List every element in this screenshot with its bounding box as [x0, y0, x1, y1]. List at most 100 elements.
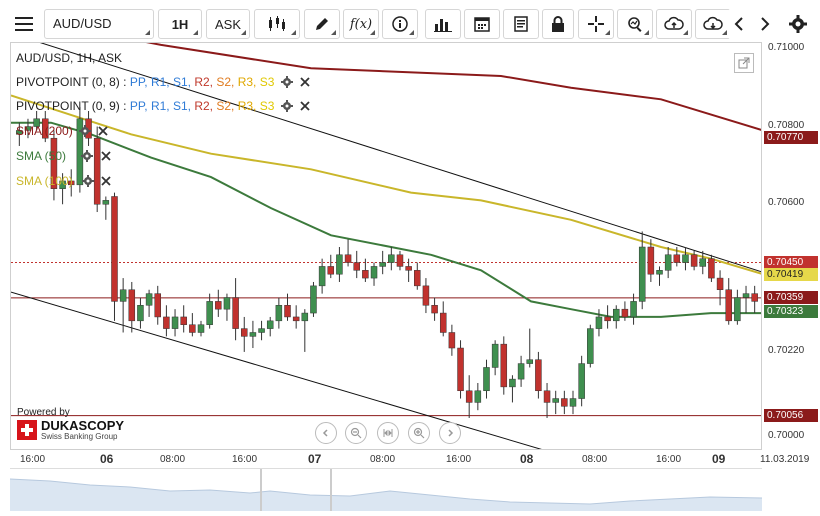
candle-body	[266, 320, 274, 329]
candle-body	[301, 312, 309, 322]
note-icon[interactable]	[503, 9, 539, 39]
price-axis[interactable]: 0.710000.708000.706000.704200.702200.700…	[762, 42, 820, 450]
expand-icon[interactable]	[734, 53, 754, 73]
candle-body	[734, 297, 741, 322]
candle-body	[67, 180, 75, 186]
time-tick-label: 08	[520, 452, 534, 466]
trend-line-1	[11, 291, 542, 449]
upload-cloud-icon[interactable]	[656, 9, 692, 39]
nav-prev-icon[interactable]	[315, 422, 337, 444]
zoom-out-icon[interactable]	[345, 422, 367, 444]
candle-body	[93, 137, 101, 205]
candle-body	[535, 359, 542, 392]
swiss-cross-icon	[17, 420, 37, 440]
brand-name: DUKASCOPY	[41, 418, 125, 433]
candle-body	[119, 289, 127, 302]
chevron-left-icon[interactable]	[728, 9, 750, 39]
candle-body	[491, 343, 499, 368]
sma-200-line	[145, 43, 761, 131]
calendar-icon[interactable]	[464, 9, 500, 39]
gear-icon[interactable]	[280, 76, 293, 88]
candle-body	[284, 305, 291, 318]
gear-icon[interactable]	[786, 9, 810, 39]
candle-body	[362, 270, 369, 279]
pivot-level-r2: R2,	[194, 75, 217, 89]
candle-body	[673, 254, 681, 263]
zoom-in-icon[interactable]	[408, 422, 430, 444]
pivot-level-pp: PP,	[129, 75, 151, 89]
download-cloud-icon[interactable]	[695, 9, 731, 39]
legend-title: AUD/USD, 1H, ASK	[16, 51, 123, 65]
symbol-input[interactable]: AUD/USD	[44, 9, 154, 39]
candle-body	[50, 137, 58, 189]
candle-body	[232, 297, 239, 329]
price-tag: 0.70770	[764, 131, 818, 145]
gear-icon[interactable]	[81, 150, 94, 162]
time-tick-label: 16:00	[656, 454, 682, 465]
legend-sma-100: SMA (100)	[16, 174, 112, 188]
close-icon[interactable]	[299, 100, 311, 112]
info-icon[interactable]	[382, 9, 418, 39]
price-tag: 0.70323	[764, 304, 818, 318]
close-icon[interactable]	[100, 150, 112, 162]
price-tick-label: 0.70800	[768, 119, 805, 131]
crosshair-icon[interactable]	[578, 9, 614, 39]
candle-body	[613, 308, 620, 322]
chart-toolbar: AUD/USD 1H ASK f(x)	[0, 0, 820, 50]
candle-body	[543, 390, 551, 403]
time-tick-label: 16:00	[446, 454, 472, 465]
candle-body	[318, 266, 326, 287]
candle-body	[682, 254, 689, 263]
gear-icon[interactable]	[280, 100, 293, 112]
candle-body	[197, 324, 205, 333]
pivot-1-name: PIVOTPOINT (0, 8)	[16, 75, 120, 89]
chart-legend: AUD/USD, 1H, ASK	[16, 51, 122, 65]
candle-body	[578, 363, 585, 399]
candle-body	[388, 254, 395, 263]
fx-icon[interactable]: f(x)	[343, 9, 379, 39]
price-tag: 0.70056	[764, 408, 818, 422]
candlestick-icon[interactable]	[254, 9, 300, 39]
close-icon[interactable]	[97, 125, 109, 137]
time-axis[interactable]: 16:00 06 08:00 16:00 07 08:00 16:00 08 08:00 16:0…	[10, 450, 820, 468]
gear-icon[interactable]	[82, 175, 95, 187]
pivot-2-name: PIVOTPOINT (0, 9)	[16, 99, 120, 113]
price-side-select[interactable]: ASK	[206, 9, 250, 39]
time-tick-label: 16:00	[232, 454, 258, 465]
candle-body	[664, 254, 672, 271]
brand-sub: Swiss Banking Group	[41, 432, 118, 441]
chart-plot-area[interactable]	[10, 42, 762, 450]
chevron-right-icon[interactable]	[754, 9, 776, 39]
candle-body	[604, 316, 611, 322]
candle-body	[111, 196, 118, 302]
candle-body	[292, 316, 300, 322]
zoom-icon[interactable]	[617, 9, 653, 39]
pivot-level-s1: S1,	[172, 75, 195, 89]
price-chart[interactable]	[11, 43, 762, 450]
legend-sma-200: SMA (200)	[16, 124, 109, 138]
candle-body	[353, 262, 360, 271]
candle-body	[189, 324, 196, 333]
pivot-1-levels: : PP, R1, S1, R2, S2, R3, S3	[123, 75, 275, 89]
timeframe-select[interactable]: 1H	[158, 9, 202, 39]
price-tick-label: 0.70600	[768, 197, 805, 209]
navigator-overview[interactable]	[9, 468, 763, 511]
candle-body	[699, 258, 707, 267]
sma-50-line	[11, 121, 761, 318]
candle-body	[483, 367, 490, 392]
candle-body	[370, 266, 378, 279]
close-icon[interactable]	[100, 175, 112, 187]
close-icon[interactable]	[299, 76, 311, 88]
nav-next-icon[interactable]	[439, 422, 461, 444]
gear-icon[interactable]	[79, 125, 92, 137]
pivot-level-s3: S3	[259, 99, 275, 113]
bar-chart-icon[interactable]	[425, 9, 461, 39]
candle-body	[630, 301, 637, 318]
candle-body	[405, 266, 412, 271]
lock-icon[interactable]	[542, 9, 574, 39]
fit-icon[interactable]	[377, 422, 399, 444]
hamburger-menu-icon[interactable]	[8, 9, 40, 39]
candle-body	[206, 301, 213, 325]
pen-icon[interactable]	[304, 9, 340, 39]
candle-body	[621, 308, 629, 318]
